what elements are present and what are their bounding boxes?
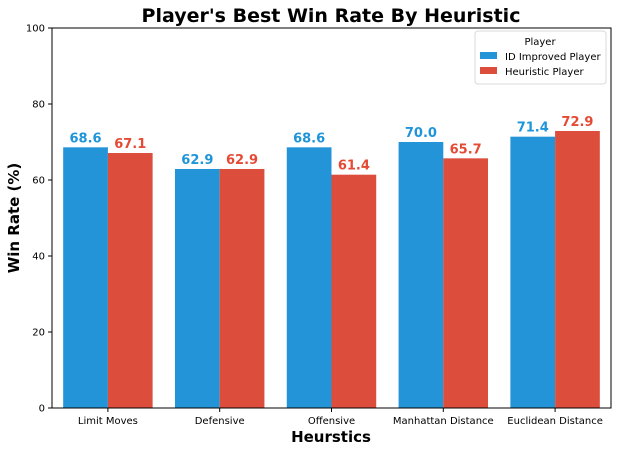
y-tick-label: 20	[32, 328, 45, 339]
legend: Player ID Improved Player Heuristic Play…	[474, 30, 607, 85]
data-label: 61.4	[338, 159, 370, 174]
bar-id-improved-0	[63, 147, 108, 408]
x-tick-label: Offensive	[308, 416, 355, 427]
data-label: 65.7	[450, 142, 482, 157]
y-axis-label: Win Rate (%)	[5, 163, 23, 274]
legend-entry-id-improved: ID Improved Player	[505, 52, 601, 63]
bar-heuristic-2	[331, 174, 377, 408]
bar-id-improved-1	[174, 168, 220, 408]
legend-title: Player	[524, 37, 556, 48]
x-tick-label: Defensive	[195, 416, 245, 427]
bar-id-improved-4	[510, 136, 556, 408]
legend-box	[474, 30, 607, 85]
x-tick-label: Euclidean Distance	[507, 416, 603, 427]
data-label: 62.9	[181, 153, 213, 168]
bar-heuristic-1	[219, 168, 265, 408]
data-label: 72.9	[561, 115, 593, 130]
data-label: 71.4	[517, 121, 549, 136]
x-axis-label: Heurstics	[291, 428, 371, 446]
data-label: 68.6	[70, 131, 102, 146]
legend-swatch-heuristic	[480, 67, 497, 74]
data-label: 67.1	[114, 137, 146, 152]
bar-heuristic-0	[107, 153, 153, 408]
y-tick-label: 100	[26, 24, 45, 35]
legend-swatch-id-improved	[480, 52, 497, 59]
bar-id-improved-2	[286, 147, 332, 408]
y-tick-label: 80	[32, 100, 45, 111]
bar-id-improved-3	[398, 142, 444, 408]
data-label: 68.6	[293, 131, 325, 146]
legend-entry-heuristic: Heuristic Player	[505, 67, 584, 78]
data-label: 70.0	[405, 126, 437, 141]
data-label: 62.9	[226, 153, 258, 168]
y-tick-label: 0	[39, 404, 45, 415]
y-tick-label: 60	[32, 176, 45, 187]
bar-heuristic-3	[443, 158, 489, 408]
plot-frame	[51, 27, 612, 409]
bar-heuristic-4	[555, 130, 600, 409]
x-tick-label: Manhattan Distance	[393, 416, 494, 427]
x-tick-label: Limit Moves	[78, 416, 138, 427]
chart-title: Player's Best Win Rate By Heuristic	[142, 5, 521, 27]
plot-area: 68.6 67.1 Limit Moves 62.9 62.9 Defensive 68.6…	[26, 24, 612, 427]
y-tick-label: 40	[32, 252, 45, 263]
